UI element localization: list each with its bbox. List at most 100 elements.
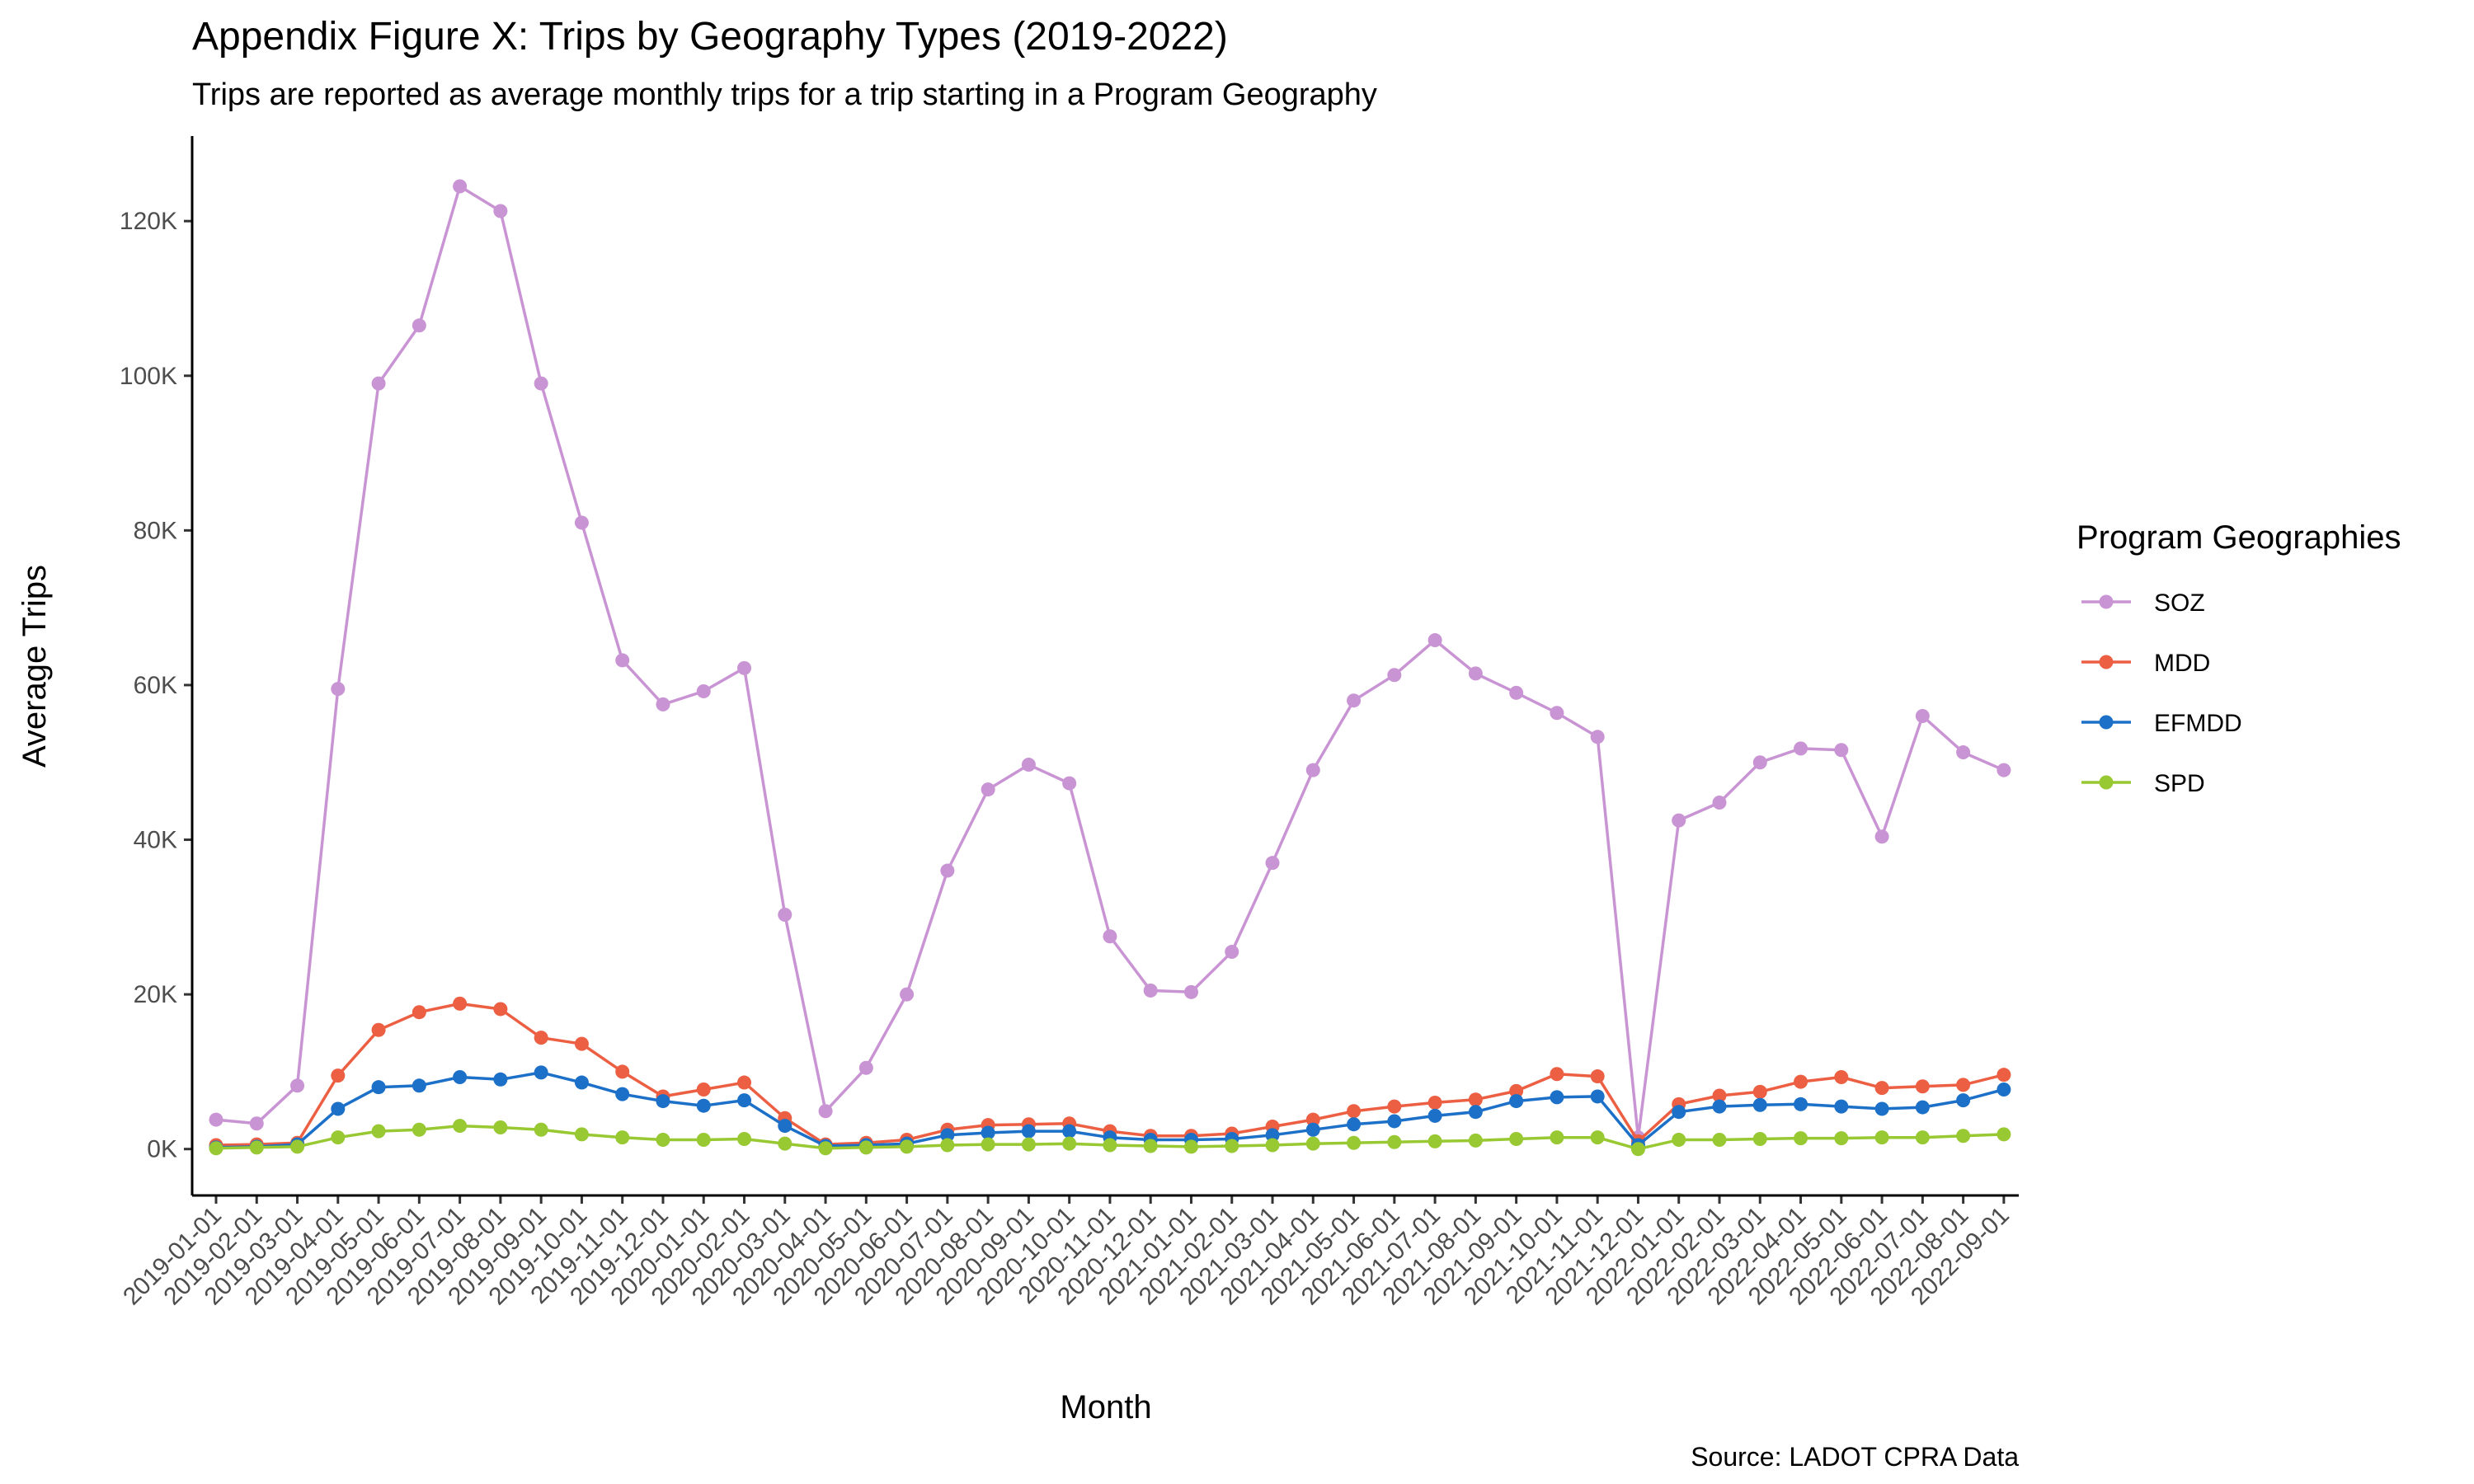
data-point-mdd	[412, 1005, 426, 1020]
data-point-mdd	[453, 996, 468, 1011]
data-point-mdd	[1874, 1081, 1889, 1096]
y-tick-label: 120K	[120, 208, 177, 235]
chart-subtitle: Trips are reported as average monthly tr…	[192, 77, 1377, 112]
data-point-efmdd	[371, 1080, 386, 1095]
x-axis-ticks: 2019-01-012019-02-012019-03-012019-04-01…	[118, 1195, 2015, 1310]
data-point-spd	[453, 1119, 468, 1134]
data-point-mdd	[615, 1064, 630, 1079]
y-tick-label: 20K	[134, 981, 177, 1008]
legend-item-soz: SOZ	[2081, 589, 2205, 617]
data-point-spd	[1265, 1138, 1280, 1153]
legend-item-spd: SPD	[2081, 770, 2205, 797]
y-tick-label: 0K	[147, 1136, 177, 1163]
data-point-spd	[818, 1141, 833, 1156]
data-point-soz	[1103, 929, 1117, 944]
data-point-soz	[656, 697, 670, 711]
data-point-soz	[778, 908, 793, 923]
legend-label: MDD	[2154, 650, 2210, 677]
chart-title: Appendix Figure X: Trips by Geography Ty…	[192, 15, 1228, 59]
data-point-efmdd	[1752, 1097, 1767, 1112]
data-point-soz	[1915, 708, 1930, 723]
data-point-spd	[1225, 1139, 1239, 1153]
data-point-efmdd	[1915, 1100, 1930, 1115]
data-point-spd	[1630, 1142, 1645, 1157]
data-point-efmdd	[534, 1065, 548, 1080]
data-point-mdd	[493, 1002, 508, 1017]
data-point-soz	[1752, 755, 1767, 770]
data-point-efmdd	[940, 1128, 955, 1143]
y-tick-label: 60K	[134, 672, 177, 699]
data-point-efmdd	[1550, 1090, 1564, 1105]
series-line-soz	[215, 185, 2005, 1139]
data-point-mdd	[1468, 1092, 1483, 1107]
data-point-spd	[1468, 1133, 1483, 1148]
data-point-soz	[1062, 776, 1077, 791]
data-point-soz	[1265, 856, 1280, 871]
data-point-spd	[940, 1138, 955, 1153]
data-point-efmdd	[1874, 1101, 1889, 1116]
y-tick-label: 80K	[134, 517, 177, 544]
data-point-spd	[778, 1136, 793, 1151]
legend-key-point	[2099, 775, 2114, 790]
data-point-soz	[858, 1060, 873, 1075]
data-point-efmdd	[696, 1098, 711, 1113]
data-point-mdd	[1590, 1069, 1605, 1084]
data-point-efmdd	[412, 1078, 426, 1093]
data-point-mdd	[737, 1075, 752, 1090]
data-point-efmdd	[737, 1093, 752, 1108]
data-point-spd	[290, 1139, 305, 1154]
data-point-efmdd	[1062, 1124, 1077, 1139]
data-point-spd	[1021, 1137, 1036, 1152]
data-point-soz	[534, 376, 548, 391]
data-point-soz	[331, 682, 346, 697]
data-point-soz	[940, 863, 955, 878]
data-point-efmdd	[1509, 1094, 1524, 1109]
series-line-mdd	[215, 1002, 2005, 1147]
series-mdd	[209, 996, 2011, 1153]
data-point-efmdd	[1590, 1089, 1605, 1104]
data-point-soz	[1672, 813, 1686, 828]
data-point-spd	[1915, 1130, 1930, 1145]
data-point-efmdd	[615, 1087, 630, 1101]
data-point-mdd	[1347, 1104, 1362, 1119]
data-point-soz	[290, 1078, 305, 1093]
data-point-soz	[1956, 745, 1971, 760]
series-layer	[209, 179, 2011, 1157]
data-point-spd	[1427, 1134, 1442, 1148]
data-point-soz	[981, 782, 995, 797]
data-point-spd	[1305, 1136, 1320, 1151]
data-point-spd	[412, 1122, 426, 1137]
legend-items: SOZ MDD EFMDD SPD	[2081, 589, 2242, 797]
data-point-mdd	[1550, 1067, 1564, 1082]
data-point-soz	[696, 683, 711, 698]
data-point-mdd	[1509, 1083, 1524, 1098]
data-point-spd	[1550, 1130, 1564, 1145]
legend-key-point	[2099, 715, 2114, 730]
data-point-soz	[1794, 741, 1808, 756]
data-point-efmdd	[574, 1075, 589, 1090]
data-point-efmdd	[1997, 1082, 2011, 1097]
data-point-mdd	[574, 1036, 589, 1051]
data-point-spd	[209, 1141, 223, 1156]
data-point-soz	[1305, 763, 1320, 777]
data-point-mdd	[696, 1082, 711, 1097]
data-point-mdd	[1956, 1078, 1971, 1092]
data-point-spd	[1143, 1139, 1158, 1153]
data-point-mdd	[1834, 1069, 1849, 1084]
data-point-soz	[1509, 685, 1524, 700]
data-point-spd	[981, 1137, 995, 1152]
data-point-spd	[1874, 1130, 1889, 1145]
series-spd	[209, 1119, 2011, 1157]
data-point-efmdd	[1347, 1117, 1362, 1132]
data-point-soz	[1021, 758, 1036, 773]
data-point-efmdd	[493, 1072, 508, 1087]
data-point-mdd	[534, 1031, 548, 1045]
data-point-mdd	[331, 1068, 346, 1083]
source-caption: Source: LADOT CPRA Data	[1691, 1442, 2019, 1472]
data-point-spd	[331, 1130, 346, 1145]
data-point-soz	[493, 204, 508, 218]
data-point-soz	[1834, 743, 1849, 758]
data-point-mdd	[1427, 1095, 1442, 1110]
data-point-spd	[900, 1139, 915, 1154]
